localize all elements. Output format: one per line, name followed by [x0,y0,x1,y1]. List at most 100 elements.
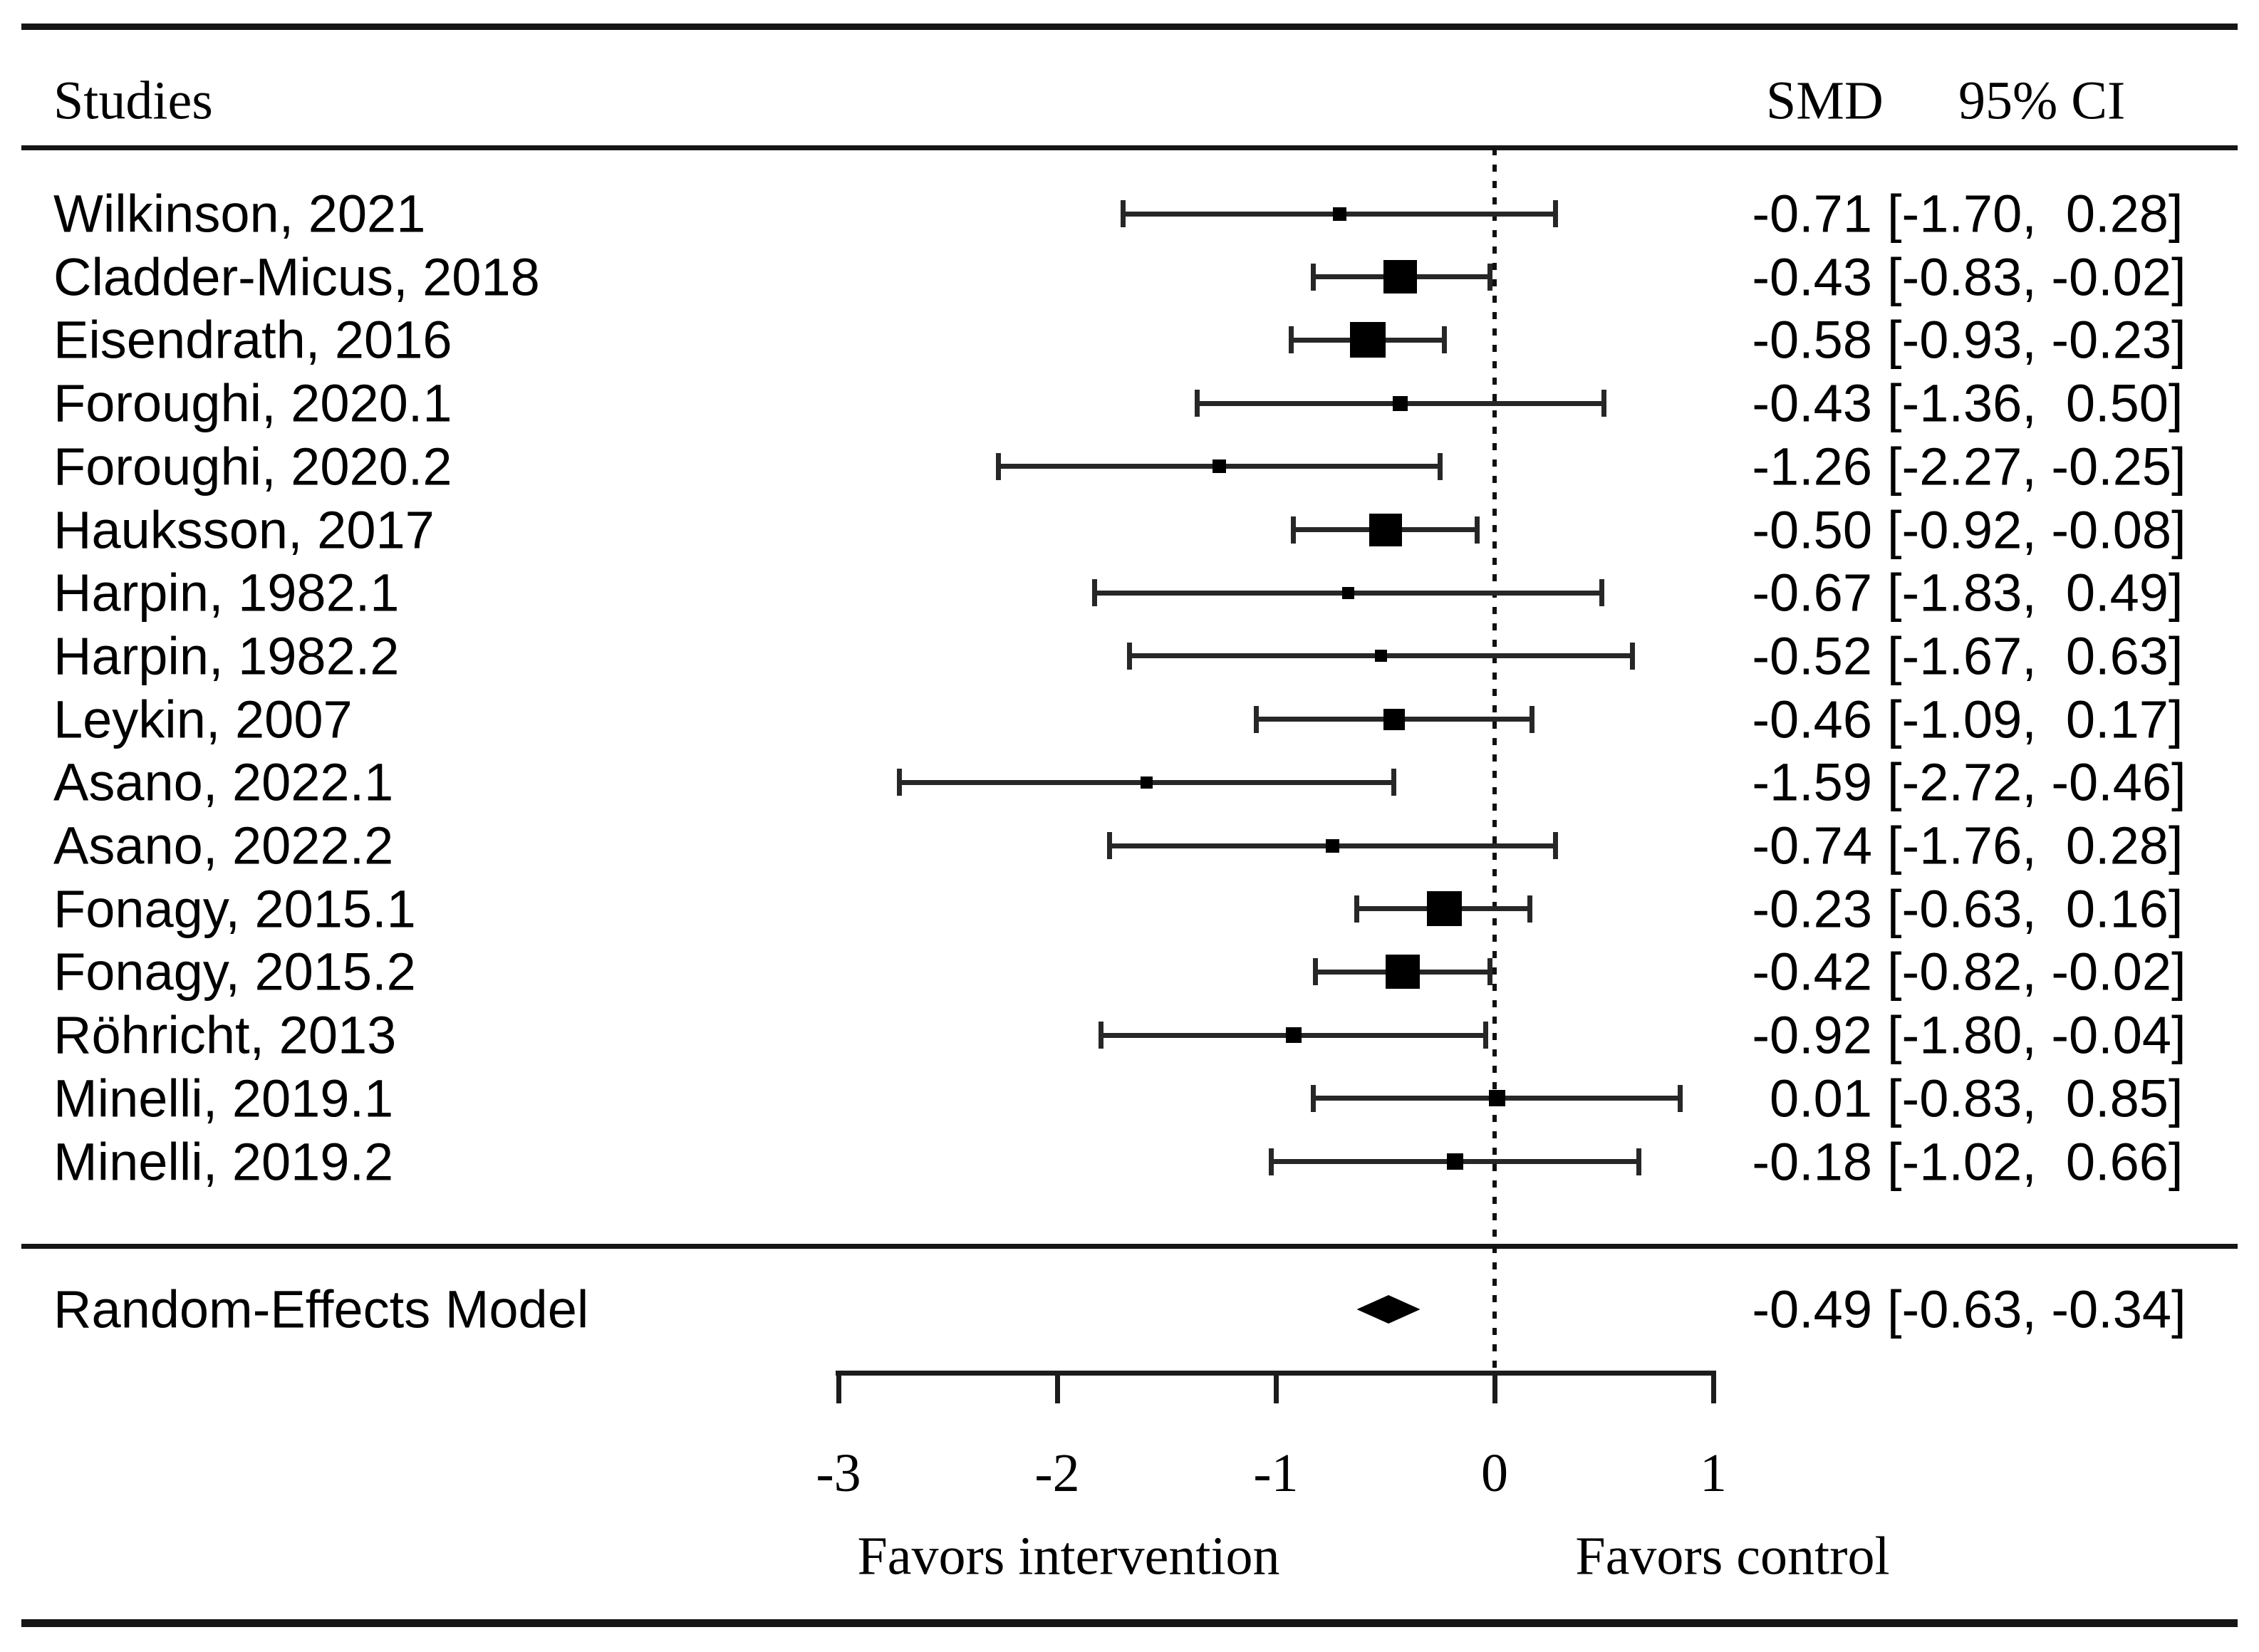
ci-upper-cap [1678,1084,1683,1112]
ci-lower-cap [1253,705,1259,733]
smd-value: -1.26 [1752,437,1872,497]
study-label: Cladder-Micus, 2018 [53,247,540,307]
ci-value: [-1.09, 0.17] [1887,690,2183,749]
x-axis-tick [1492,1371,1497,1403]
effect-marker [1212,459,1226,474]
ci-value: [-1.36, 0.50] [1887,373,2183,433]
zero-reference-line [1492,148,1497,1371]
ci-lower-cap [1354,895,1360,923]
effect-marker [1141,776,1153,789]
ci-upper-cap [1527,895,1532,923]
x-axis-tick-label: -1 [1253,1443,1299,1503]
smd-value: -0.18 [1752,1132,1872,1191]
smd-value: -0.52 [1752,626,1872,686]
ci-lower-cap [1269,1148,1274,1175]
effect-marker [1285,1027,1302,1044]
smd-value: -0.23 [1752,879,1872,939]
smd-value: -0.67 [1752,563,1872,623]
x-axis-tick [1273,1371,1279,1403]
smd-value: -0.50 [1752,500,1872,559]
favors-control-label: Favors control [1575,1526,1890,1586]
smd-value: -0.92 [1752,1005,1872,1065]
ci-value: [-0.93, -0.23] [1887,310,2186,370]
effect-marker [1386,955,1421,989]
x-axis-tick [1054,1371,1060,1403]
ci-upper-cap [1441,326,1447,354]
study-label: Fonagy, 2015.1 [53,879,416,939]
ci-value: [-1.70, 0.28] [1887,184,2183,244]
ci-lower-cap [1126,642,1132,670]
smd-value: -0.43 [1752,373,1872,433]
ci-lower-cap [1120,200,1126,227]
ci-lower-cap [1194,390,1200,417]
effect-marker [1341,586,1354,599]
smd-column-header: SMD [1766,71,1884,131]
ci-value: [-0.83, -0.02] [1887,247,2186,307]
study-label: Asano, 2022.2 [53,816,394,876]
smd-value: -0.58 [1752,310,1872,370]
smd-value: -0.74 [1752,816,1872,876]
effect-marker [1332,207,1346,221]
ci-upper-cap [1553,200,1559,227]
ci-upper-cap [1529,705,1534,733]
x-axis-tick-label: -2 [1034,1443,1080,1503]
ci-column-header: 95% CI [1958,71,2126,131]
bottom-border-rule [21,1619,2238,1627]
x-axis-tick [836,1371,841,1403]
ci-lower-cap [1288,326,1294,354]
smd-value: -0.46 [1752,690,1872,749]
effect-marker [1326,838,1340,853]
ci-lower-cap [897,769,903,796]
smd-value: -0.43 [1752,247,1872,307]
ci-upper-cap [1599,579,1604,607]
ci-upper-cap [1474,516,1480,544]
ci-upper-cap [1553,832,1559,859]
ci-upper-cap [1636,1148,1642,1175]
effect-marker [1369,513,1402,546]
ci-lower-cap [1091,579,1097,607]
study-label: Leykin, 2007 [53,690,353,749]
effect-marker [1488,1090,1505,1107]
study-label: Minelli, 2019.1 [53,1069,394,1128]
effect-marker [1349,322,1386,358]
ci-lower-cap [995,452,1001,480]
study-label: Asano, 2022.1 [53,752,394,812]
summary-label: Random-Effects Model [53,1279,589,1339]
ci-lower-cap [1107,832,1113,859]
effect-marker [1383,260,1418,294]
effect-marker [1447,1153,1464,1170]
top-border-rule [21,24,2238,30]
ci-lower-cap [1310,263,1316,291]
effect-marker [1383,708,1405,730]
ci-lower-cap [1098,1022,1103,1049]
ci-value: [-1.83, 0.49] [1887,563,2183,623]
ci-upper-cap [1483,1022,1489,1049]
x-axis-tick-label: 0 [1481,1443,1508,1503]
ci-lower-cap [1310,1084,1316,1112]
ci-value: [-1.67, 0.63] [1887,626,2183,686]
ci-value: [-2.72, -0.46] [1887,752,2186,812]
summary-diamond [1356,1295,1421,1324]
ci-upper-cap [1437,452,1443,480]
header-separator-rule [21,145,2238,150]
ci-lower-cap [1312,958,1318,986]
studies-column-header: Studies [53,71,213,131]
study-label: Wilkinson, 2021 [53,184,426,244]
ci-upper-cap [1487,958,1493,986]
smd-value: 0.01 [1769,1069,1872,1128]
ci-value: [-0.92, -0.08] [1887,500,2186,559]
summary-ci-value: [-0.63, -0.34] [1887,1279,2186,1339]
effect-marker [1374,650,1387,663]
study-label: Harpin, 1982.2 [53,626,400,686]
study-label: Hauksson, 2017 [53,500,435,559]
summary-separator-rule [21,1244,2238,1249]
study-label: Minelli, 2019.2 [53,1132,394,1191]
study-label: Eisendrath, 2016 [53,310,452,370]
ci-value: [-0.83, 0.85] [1887,1069,2183,1128]
x-axis-tick [1710,1371,1716,1403]
smd-value: -0.42 [1752,942,1872,1002]
ci-upper-cap [1391,769,1397,796]
ci-value: [-1.76, 0.28] [1887,816,2183,876]
study-label: Foroughi, 2020.1 [53,373,452,433]
